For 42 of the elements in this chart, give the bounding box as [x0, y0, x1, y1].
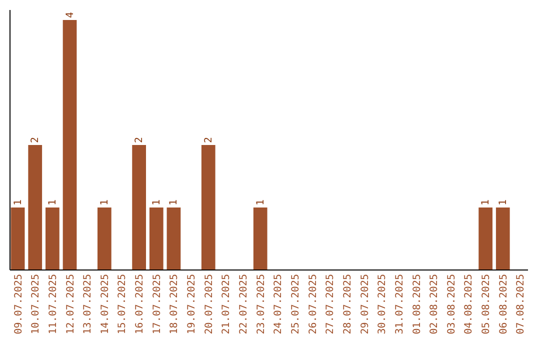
x-tick-label: 15.07.2025	[117, 274, 128, 334]
x-tick-label: 20.07.2025	[204, 274, 215, 334]
x-tick-label: 01.08.2025	[412, 274, 423, 334]
x-tick-label: 05.08.2025	[481, 274, 492, 334]
data-label: 2	[134, 136, 146, 143]
x-tick-label: 02.08.2025	[429, 274, 440, 334]
x-tick-label: 26.07.2025	[308, 274, 319, 334]
data-label: 1	[99, 199, 110, 206]
x-tick-label: 06.08.2025	[498, 274, 510, 334]
x-tick-label: 07.08.2025	[516, 274, 527, 334]
data-label: 1	[168, 199, 180, 206]
x-tick-label: 31.07.2025	[394, 274, 406, 334]
x-tick-label: 30.07.2025	[377, 274, 388, 334]
x-tick-label: 11.07.2025	[48, 274, 59, 334]
x-tick-label: 10.07.2025	[30, 274, 42, 334]
x-tick-label: 19.07.2025	[186, 274, 198, 334]
x-tick-label: 23.07.2025	[256, 274, 267, 334]
data-label: 1	[47, 199, 58, 206]
data-label: 2	[203, 136, 214, 143]
data-label: 1	[255, 199, 266, 206]
x-tick-label: 28.07.2025	[342, 274, 354, 334]
data-label: 2	[30, 136, 42, 143]
x-tick-label: 12.07.2025	[65, 274, 76, 334]
data-label: 4	[64, 12, 76, 18]
x-tick-label: 13.07.2025	[82, 274, 94, 334]
x-tick-label: 29.07.2025	[360, 274, 371, 334]
x-tick-label: 09.07.2025	[13, 274, 24, 334]
x-tick-label: 17.07.2025	[152, 274, 163, 334]
x-tick-label: 22.07.2025	[238, 274, 250, 334]
x-tick-label: 03.08.2025	[446, 274, 458, 334]
x-tick-label: 16.07.2025	[134, 274, 146, 334]
x-tick-label: 04.08.2025	[464, 274, 475, 334]
x-tick-label: 27.07.2025	[325, 274, 336, 334]
x-tick-label: 21.07.2025	[221, 274, 232, 334]
x-tick-label: 24.07.2025	[273, 274, 284, 334]
x-tick-label: 25.07.2025	[290, 274, 302, 334]
data-label: 1	[151, 199, 162, 206]
data-label: 1	[480, 199, 492, 206]
x-tick-label: 14.07.2025	[100, 274, 111, 334]
data-label: 1	[12, 199, 24, 206]
x-tick-label: 18.07.2025	[169, 274, 180, 334]
data-label: 1	[498, 199, 509, 206]
